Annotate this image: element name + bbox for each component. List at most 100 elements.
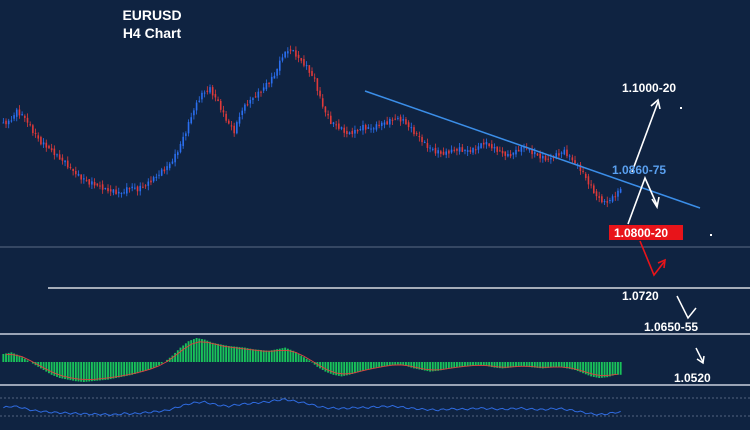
candle-body [273,75,276,79]
candle-body [115,189,117,195]
candle-body [598,196,600,198]
candle-body [480,143,482,149]
candle-body [574,160,576,164]
candle-body [211,87,214,96]
projection-arrows [627,98,712,365]
candle-body [351,130,354,135]
candle-body [117,191,120,194]
candle-body [458,147,461,152]
candle-body [37,135,40,139]
level-label-1-0650-55: 1.0650-55 [644,320,698,334]
candle-body [289,49,292,51]
candle-body [144,185,147,187]
candle-body [142,186,144,188]
candle-body [397,117,399,119]
candle-body [472,147,474,153]
candle-body [469,150,472,152]
candle-body [93,182,96,186]
candle-body [209,87,211,93]
candle-body [338,123,340,129]
candle-body [96,183,99,186]
candle-body [343,127,346,133]
candle-body [176,152,179,156]
candle-body [139,185,142,192]
candle-body [134,187,136,189]
candle-body [421,137,423,143]
candle-body [238,116,241,124]
candle-body [501,150,504,154]
candle-body [531,148,533,155]
candle-body [42,142,45,145]
candle-body [80,174,82,180]
candle-body [201,92,203,100]
candles-layer [2,45,622,208]
candle-body [370,128,372,130]
candle-body [515,149,517,155]
candle-body [617,190,619,197]
candle-body [533,151,536,155]
candle-body [413,127,415,135]
candle-body [99,185,101,187]
candle-body [305,65,308,67]
candle-body [504,151,507,156]
candle-body [547,158,549,160]
candle-body [13,115,15,119]
candle-body [260,91,262,93]
candle-body [485,142,488,145]
marker-dot-2 [680,107,682,109]
candle-body [477,146,480,150]
candle-body [120,192,123,194]
candle-body [536,153,539,156]
candle-body [29,124,31,126]
candle-body [179,143,182,153]
candle-body [346,130,348,135]
candle-body [450,149,453,153]
candle-body [313,77,316,79]
candle-body [579,164,582,171]
candle-body [45,142,48,148]
candle-body [335,124,337,126]
candle-body [362,124,364,131]
candle-body [614,196,617,198]
candle-body [56,154,58,156]
candle-body [222,110,225,113]
candle-body [249,99,252,104]
candle-body [544,155,547,161]
reference-lines [0,246,750,417]
candle-body [61,157,64,161]
pivot-level-badge [609,225,683,240]
candle-body [155,176,158,178]
candle-body [270,76,273,84]
candle-body [227,120,230,124]
candle-body [367,127,370,130]
candle-body [246,104,249,106]
candle-body [429,147,431,149]
candle-body [64,160,66,163]
up-target-arrow-line [631,101,659,173]
candle-body [58,154,61,160]
candle-body [601,196,603,203]
candle-body [539,153,541,159]
candle-body [252,98,254,100]
candle-body [168,163,171,169]
candle-body [582,170,584,173]
candle-body [410,127,413,129]
candle-body [284,51,286,58]
candle-body [295,50,297,57]
candle-body [372,128,375,130]
candle-body [359,128,362,130]
candle-body [491,144,493,149]
level-label-1-1000-20: 1.1000-20 [622,81,676,95]
candle-body [91,181,93,185]
candle-body [364,124,367,130]
candle-body [555,153,558,159]
down-arrow-icon [651,196,660,210]
candle-body [276,68,278,76]
candle-body [464,149,466,151]
candle-body [332,122,335,124]
candle-body [244,104,246,111]
candle-body [10,120,13,122]
candle-body [48,145,50,149]
support-break-path [676,295,697,320]
